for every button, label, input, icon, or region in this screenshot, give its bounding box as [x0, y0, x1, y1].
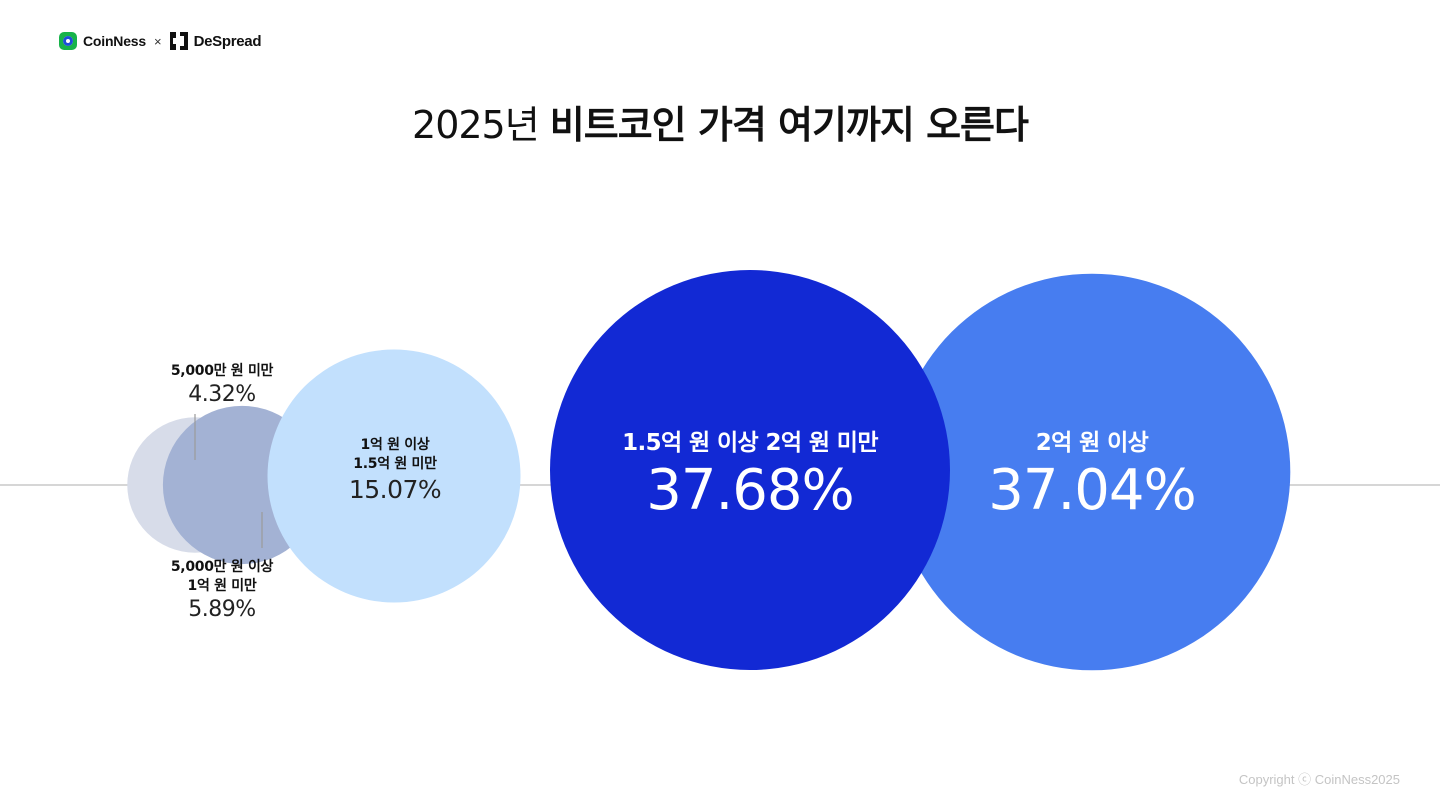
title-year: 2025년 — [412, 103, 540, 147]
copyright-notice: Copyright ⓒ CoinNess2025 — [1238, 772, 1400, 787]
brand-header: CoinNess × DeSpread — [59, 31, 262, 51]
bubble-2-category-line1: 5,000만 원 이상 — [170, 559, 274, 575]
bubble-4-category: 1.5억 원 이상 2억 원 미만 — [622, 430, 878, 456]
bubble-4-value: 37.68% — [646, 458, 855, 523]
despread-logo-icon — [169, 32, 188, 50]
bubble-3-category-line1: 1억 원 이상 — [360, 437, 430, 453]
bubble-1-value: 4.32% — [188, 382, 256, 407]
bubble-1-category: 5,000만 원 미만 — [170, 363, 274, 379]
bubble-4 — [550, 270, 950, 670]
bubble-2-category-line2: 1억 원 미만 — [187, 578, 257, 594]
bubble-5-category: 2억 원 이상 — [1035, 430, 1149, 456]
bubble-label-1: 5,000만 원 미만 4.32% — [170, 362, 274, 409]
bubble-label-3: 1억 원 이상 1.5억 원 미만 15.07% — [348, 436, 442, 506]
coinness-brand-name: CoinNess — [83, 33, 146, 49]
bubble-3-value: 15.07% — [348, 475, 442, 504]
bubble-label-5: 2억 원 이상 37.04% — [988, 428, 1197, 524]
bubble-label-4: 1.5억 원 이상 2억 원 미만 37.68% — [622, 428, 878, 524]
brand-separator: × — [153, 33, 162, 49]
page-title: 2025년 비트코인 가격 여기까지 오른다 — [0, 94, 1440, 149]
title-main: 비트코인 가격 여기까지 오른다 — [549, 103, 1029, 147]
bubble-3 — [267, 349, 521, 603]
despread-brand-name: DeSpread — [193, 32, 262, 50]
bubble-label-2: 5,000만 원 이상 1억 원 미만 5.89% — [170, 558, 274, 624]
bubble-2-value: 5.89% — [188, 597, 256, 622]
coinness-logo-icon — [59, 32, 77, 50]
bubble-3-category-line2: 1.5억 원 미만 — [353, 456, 437, 472]
bubble-5-value: 37.04% — [988, 458, 1197, 523]
bubble-5 — [893, 273, 1291, 671]
